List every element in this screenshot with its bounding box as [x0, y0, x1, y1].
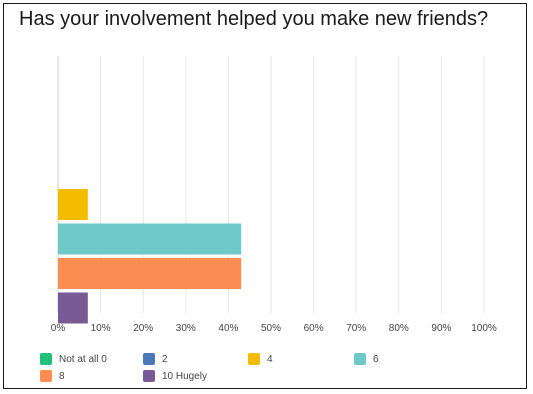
bars — [58, 189, 242, 324]
x-tick-label: 30% — [176, 323, 196, 334]
chart-title: Has your involvement helped you make new… — [19, 8, 489, 30]
x-tick-label: 0% — [51, 323, 66, 334]
x-tick-label: 60% — [304, 323, 324, 334]
x-tick-label: 90% — [431, 323, 451, 334]
bar — [58, 258, 242, 289]
x-tick-label: 20% — [133, 323, 153, 334]
bar — [58, 292, 88, 324]
x-tick-label: 100% — [471, 323, 497, 334]
bar — [58, 223, 242, 255]
x-axis-tick-labels: 0% 10% 20% 30% 40% 50% 60% 70% 80% 90% 100% — [51, 323, 497, 334]
chart-frame — [3, 3, 527, 389]
x-tick-label: 40% — [218, 323, 238, 334]
bar — [58, 189, 88, 220]
x-tick-label: 10% — [91, 323, 111, 334]
x-tick-label: 80% — [389, 323, 409, 334]
x-tick-label: 50% — [261, 323, 281, 334]
x-tick-label: 70% — [346, 323, 366, 334]
